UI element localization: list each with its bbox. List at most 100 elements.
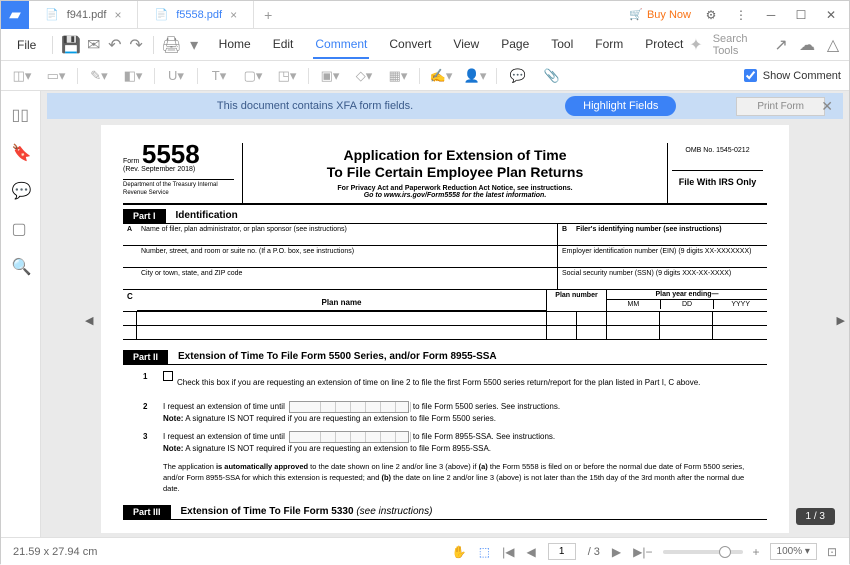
part1-header: Part I Identification (123, 209, 767, 224)
mail-icon[interactable]: ✉ (85, 35, 102, 55)
save-icon[interactable]: 💾 (61, 35, 81, 55)
highlight-icon[interactable]: ✎▾ (86, 66, 112, 86)
titlebar-right: 🛒Buy Now ⚙ ⋮ ─ ☐ ✕ (629, 8, 849, 22)
print-dropdown-icon[interactable]: ▾ (186, 35, 203, 55)
tab-view[interactable]: View (451, 31, 481, 59)
print-form-button[interactable]: Print Form (736, 97, 825, 116)
wand-icon[interactable]: ✦ (689, 35, 702, 55)
share-icon[interactable]: ↗ (773, 35, 789, 55)
signature-icon[interactable]: ✍▾ (428, 66, 454, 86)
left-sidebar: ▯▯ 🔖 💬 ▢ 🔍 (1, 91, 41, 537)
add-tab-button[interactable]: + (254, 7, 282, 23)
part2-body: 1 Check this box if you are requesting a… (123, 365, 767, 501)
workspace: ▯▯ 🔖 💬 ▢ 🔍 ◀ ▶ This document contains XF… (1, 91, 849, 537)
eraser-icon[interactable]: ◧▾ (120, 66, 146, 86)
identification-section: AName of filer, plan administrator, or p… (123, 224, 767, 290)
tab-label: f5558.pdf (176, 9, 222, 21)
banner-close-icon[interactable]: ✕ (821, 98, 833, 115)
underline-icon[interactable]: U▾ (163, 66, 189, 86)
plan-table-row[interactable] (123, 326, 767, 340)
form-header: Form 5558 (Rev. September 2018) Departme… (123, 143, 767, 205)
zoom-level-select[interactable]: 100% ▾ (770, 543, 817, 560)
tab-tool[interactable]: Tool (549, 31, 575, 59)
bookmarks-icon[interactable]: 🔖 (12, 143, 30, 161)
cloud-icon[interactable]: ☁ (799, 35, 815, 55)
tab-home[interactable]: Home (217, 31, 253, 59)
last-page-icon[interactable]: ▶| (633, 545, 645, 559)
text-icon[interactable]: ▭▾ (43, 66, 69, 86)
document-tabs: 📄 f941.pdf × 📄 f5558.pdf × + (29, 1, 629, 28)
tab-convert[interactable]: Convert (387, 31, 433, 59)
stamp-icon[interactable]: ▣▾ (317, 66, 343, 86)
tab-protect[interactable]: Protect (643, 31, 685, 59)
undo-icon[interactable]: ↶ (106, 35, 123, 55)
redo-icon[interactable]: ↷ (127, 35, 144, 55)
line1-checkbox[interactable] (163, 371, 173, 381)
zoom-slider[interactable] (663, 550, 743, 554)
minimize-button[interactable]: ─ (761, 8, 781, 22)
collapse-icon[interactable]: △ (825, 35, 841, 55)
tab-edit[interactable]: Edit (271, 31, 296, 59)
tab-f941[interactable]: 📄 f941.pdf × (29, 1, 138, 28)
close-button[interactable]: ✕ (821, 8, 841, 22)
id-left: AName of filer, plan administrator, or p… (123, 224, 557, 289)
hand-tool-icon[interactable]: ✋ (452, 545, 467, 559)
search-tools-input[interactable]: Search Tools (713, 33, 763, 57)
note-icon[interactable]: ◫▾ (9, 66, 35, 86)
line3-date-input[interactable] (289, 431, 409, 443)
fit-page-icon[interactable]: ⊡ (827, 545, 837, 559)
comments-icon[interactable]: 💬 (505, 66, 531, 86)
show-comment-toggle[interactable]: Show Comment (744, 69, 841, 82)
canvas-area: ◀ ▶ This document contains XFA form fiel… (41, 91, 849, 537)
select-tool-icon[interactable]: ⬚ (479, 545, 490, 559)
form-omb-block: OMB No. 1545-0212 File With IRS Only (667, 143, 767, 203)
close-icon[interactable]: × (230, 8, 237, 22)
approval-text: The application is automatically approve… (163, 461, 747, 495)
thumbnails-icon[interactable]: ▯▯ (12, 105, 30, 123)
tab-f5558[interactable]: 📄 f5558.pdf × (138, 1, 254, 28)
prev-page-icon[interactable]: ◀ (526, 545, 535, 559)
maximize-button[interactable]: ☐ (791, 8, 811, 22)
id-right: BFiler's identifying number (see instruc… (557, 224, 767, 289)
callout-icon[interactable]: ◳▾ (274, 66, 300, 86)
line2-date-input[interactable] (289, 401, 409, 413)
settings-icon[interactable]: ⚙ (701, 8, 721, 22)
tab-comment[interactable]: Comment (313, 31, 369, 59)
print-icon[interactable]: 🖨 (162, 35, 182, 55)
file-menu[interactable]: File (9, 34, 44, 56)
textbox-icon[interactable]: ▢▾ (240, 66, 266, 86)
buy-now-button[interactable]: 🛒Buy Now (629, 8, 691, 21)
tab-form[interactable]: Form (593, 31, 625, 59)
page-nav: ✋ ⬚ |◀ ◀ / 3 ▶ ▶| (452, 543, 646, 560)
comments-panel-icon[interactable]: 💬 (12, 181, 30, 199)
attachment-icon[interactable]: 📎 (539, 66, 565, 86)
show-comment-label: Show Comment (763, 70, 841, 82)
highlight-fields-button[interactable]: Highlight Fields (565, 96, 676, 116)
cart-icon: 🛒 (629, 8, 643, 21)
xfa-text: This document contains XFA form fields. (65, 100, 565, 112)
tab-page[interactable]: Page (499, 31, 531, 59)
statusbar: 21.59 x 27.94 cm ✋ ⬚ |◀ ◀ / 3 ▶ ▶| − + 1… (1, 537, 849, 565)
prev-page-arrow[interactable]: ◀ (85, 314, 93, 327)
part3-header: Part III Extension of Time To File Form … (123, 505, 767, 520)
show-comment-checkbox[interactable] (744, 69, 757, 82)
user-icon[interactable]: 👤▾ (462, 66, 488, 86)
search-panel-icon[interactable]: 🔍 (12, 257, 30, 275)
page-indicator: 1 / 3 (796, 508, 835, 525)
zoom-in-icon[interactable]: + (753, 545, 760, 559)
measure-icon[interactable]: ▦▾ (385, 66, 411, 86)
next-page-icon[interactable]: ▶ (612, 545, 621, 559)
attachments-panel-icon[interactable]: ▢ (12, 219, 30, 237)
page-number-input[interactable] (548, 543, 576, 560)
app-icon: ▰ (1, 1, 29, 29)
first-page-icon[interactable]: |◀ (502, 545, 514, 559)
close-icon[interactable]: × (114, 8, 121, 22)
more-icon[interactable]: ⋮ (731, 8, 751, 22)
next-page-arrow[interactable]: ▶ (837, 314, 845, 327)
zoom-out-icon[interactable]: − (646, 545, 653, 559)
plan-table-row[interactable] (123, 312, 767, 326)
shapes-icon[interactable]: ◇▾ (351, 66, 377, 86)
menu-tabs: Home Edit Comment Convert View Page Tool… (217, 31, 686, 59)
typewriter-icon[interactable]: T▾ (206, 66, 232, 86)
menubar: File 💾 ✉ ↶ ↷ 🖨 ▾ Home Edit Comment Conve… (1, 29, 849, 61)
